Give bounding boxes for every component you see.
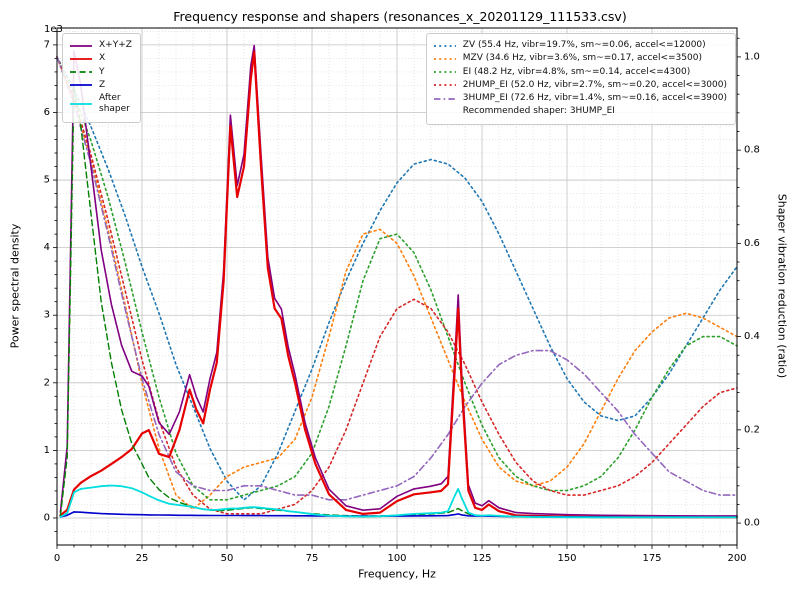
right-y-tick-label: 0.0 [744,518,760,529]
legend-label: ZV (55.4 Hz, vibr=19.7%, sm~=0.06, accel… [462,40,706,50]
legend-label: After shaper [99,93,130,115]
legend-label: X [99,53,106,64]
series-ei [56,56,738,501]
x-tick-label: 100 [387,553,406,564]
legend-line-x-y-z-icon [70,44,92,47]
x-tick-label: 200 [727,553,746,564]
legend-entry: ZV (55.4 Hz, vibr=19.7%, sm~=0.06, accel… [433,40,727,51]
series-y [59,84,738,519]
legend-label: 2HUMP_EI (52.0 Hz, vibr=2.7%, sm~=0.20, … [462,79,727,90]
series-x [59,50,739,519]
legend-entry: After shaper [69,93,132,116]
left-y-tick-label: 0 [44,512,50,523]
legend-line-after-shaper-icon [70,103,92,106]
x-axis-label: Frequency, Hz [358,567,436,581]
x-tick-label: 75 [306,553,319,564]
right-y-axis-label: Shaper vibration reduction (ratio) [775,193,789,379]
legend-entry: X+Y+Z [69,40,132,51]
legend-line-mzv-icon [433,57,456,60]
legend-entry: Z [69,80,132,91]
shaper-legend: ZV (55.4 Hz, vibr=19.7%, sm~=0.06, accel… [425,33,736,125]
psd-legend: X+Y+Z X Y Z After shaper [62,33,141,123]
legend-label: Recommended shaper: 3HUMP_EI [462,106,615,117]
legend-entry: X [69,53,132,64]
legend-line-3hump_ei-icon [433,97,456,100]
left-axis-scale-multiplier: 1e3 [44,24,63,35]
legend-line-x-icon [70,57,92,60]
left-y-tick-label: 2 [44,377,50,388]
left-y-tick-label: 4 [44,242,50,253]
legend-line-y-icon [70,71,92,74]
x-tick-label: 25 [136,553,149,564]
left-y-tick-label: 6 [44,107,50,118]
chart-title: Frequency response and shapers (resonanc… [173,9,627,24]
legend-label: MZV (34.6 Hz, vibr=3.6%, sm~=0.17, accel… [462,53,702,64]
legend-spacer [433,107,457,117]
left-y-tick-label: 7 [44,39,50,50]
legend-line-zv-icon [433,44,456,47]
series-after-shaper [59,484,738,519]
series-3hump_ei [56,56,738,501]
x-tick-label: 50 [221,553,234,564]
legend-entry: Recommended shaper: 3HUMP_EI [433,106,727,117]
x-tick-label: 175 [642,553,661,564]
x-tick-label: 150 [557,553,576,564]
right-y-tick-label: 0.4 [744,331,760,342]
legend-line-ei-icon [433,71,456,74]
right-y-tick-label: 0.8 [744,145,760,156]
left-y-tick-label: 3 [44,310,50,321]
series-zv [56,56,738,501]
legend-line-z-icon [70,84,92,87]
legend-entry: Y [69,67,132,78]
legend-entry: MZV (34.6 Hz, vibr=3.6%, sm~=0.17, accel… [433,53,727,64]
right-y-tick-label: 0.2 [744,424,760,435]
legend-entry: EI (48.2 Hz, vibr=4.8%, sm~=0.14, accel<… [433,67,727,78]
legend-label: Z [99,79,106,90]
right-y-tick-label: 0.6 [744,238,760,249]
legend-label: 3HUMP_EI (72.6 Hz, vibr=1.4%, sm~=0.16, … [462,93,727,103]
legend-label: X+Y+Z [99,40,132,50]
legend-line-2hump_ei-icon [433,84,456,87]
legend-entry: 2HUMP_EI (52.0 Hz, vibr=2.7%, sm~=0.20, … [433,80,727,91]
right-y-tick-label: 1.0 [744,51,760,62]
left-y-tick-label: 1 [44,445,50,456]
legend-label: Y [99,66,105,77]
left-y-tick-label: 5 [44,175,50,186]
x-tick-label: 0 [54,553,60,564]
left-y-axis-label: Power spectral density [8,223,22,349]
series-x-y-z [59,44,738,517]
x-tick-label: 125 [472,553,491,564]
legend-label: EI (48.2 Hz, vibr=4.8%, sm~=0.14, accel<… [462,66,691,77]
legend-entry: 3HUMP_EI (72.6 Hz, vibr=1.4%, sm~=0.16, … [433,93,727,104]
series-mzv [56,56,738,510]
